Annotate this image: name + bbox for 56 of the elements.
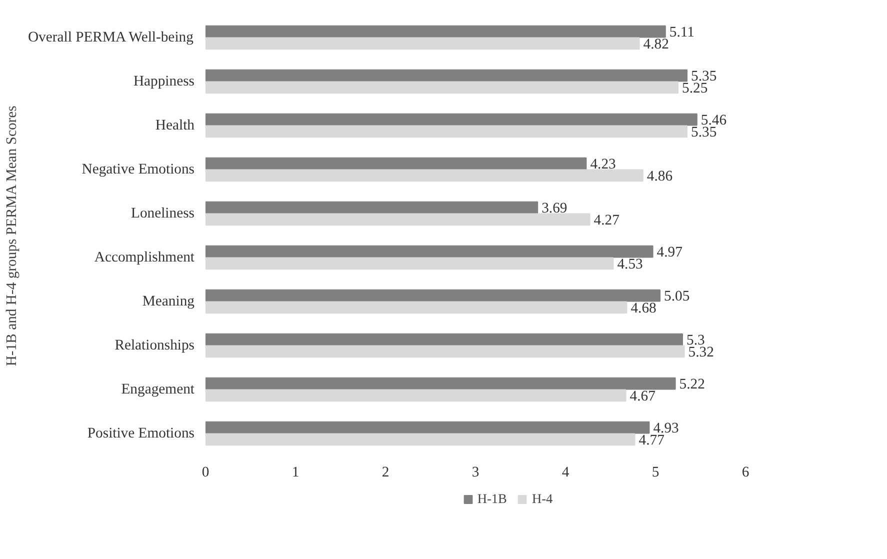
data-label: 5.11 — [669, 24, 695, 41]
bar — [206, 25, 666, 38]
bar — [206, 301, 628, 314]
bar — [206, 81, 678, 94]
data-label: 4.97 — [656, 244, 682, 261]
bar — [206, 157, 587, 170]
x-tick-label: 1 — [292, 464, 300, 480]
data-label: 4.82 — [643, 36, 669, 52]
y-tick-label: Health — [155, 118, 196, 134]
data-label: 4.53 — [617, 256, 643, 272]
bar — [206, 169, 644, 182]
data-label: 4.23 — [590, 156, 616, 173]
legend-label: H-4 — [532, 491, 553, 507]
bar — [206, 289, 660, 302]
bar — [206, 69, 688, 82]
bar — [206, 333, 683, 346]
y-tick-label: Accomplishment — [94, 250, 195, 266]
data-label: 5.32 — [688, 344, 714, 360]
bar — [206, 257, 614, 270]
y-tick-label: Engagement — [121, 382, 195, 398]
y-axis-title: H-1B and H-4 groups PERMA Mean Scores — [4, 105, 20, 366]
x-tick-label: 6 — [742, 464, 750, 480]
x-tick-label: 2 — [382, 464, 390, 480]
bar — [206, 245, 654, 258]
data-label: 4.86 — [646, 168, 673, 184]
bar — [206, 421, 650, 434]
x-tick-label: 4 — [562, 464, 570, 480]
data-label: 5.22 — [679, 376, 705, 393]
bar — [206, 377, 676, 390]
bar — [206, 433, 636, 446]
bar — [206, 125, 688, 138]
data-label: 4.67 — [630, 388, 656, 404]
data-label: 4.68 — [630, 300, 656, 316]
x-tick-label: 5 — [652, 464, 660, 480]
x-tick-label: 3 — [472, 464, 480, 480]
y-tick-label: Overall PERMA Well-being — [28, 30, 194, 46]
y-tick-label: Loneliness — [131, 206, 195, 222]
bar — [206, 37, 640, 50]
y-tick-label: Happiness — [133, 74, 195, 90]
legend-label: H-1B — [477, 491, 507, 507]
bar — [206, 389, 626, 402]
data-label: 3.69 — [542, 200, 568, 217]
y-tick-label: Negative Emotions — [82, 162, 195, 178]
y-tick-label: Positive Emotions — [87, 426, 195, 442]
x-tick-label: 0 — [202, 464, 210, 480]
data-label: 5.35 — [691, 124, 717, 140]
data-label: 4.77 — [638, 432, 664, 448]
bar — [206, 345, 685, 358]
bar — [206, 113, 698, 126]
data-label: 5.25 — [682, 80, 708, 96]
y-tick-label: Meaning — [142, 294, 196, 310]
data-label: 5.05 — [664, 288, 690, 305]
bar — [206, 201, 538, 214]
y-tick-label: Relationships — [114, 338, 195, 354]
data-label: 4.27 — [594, 212, 620, 228]
bar — [206, 213, 590, 226]
